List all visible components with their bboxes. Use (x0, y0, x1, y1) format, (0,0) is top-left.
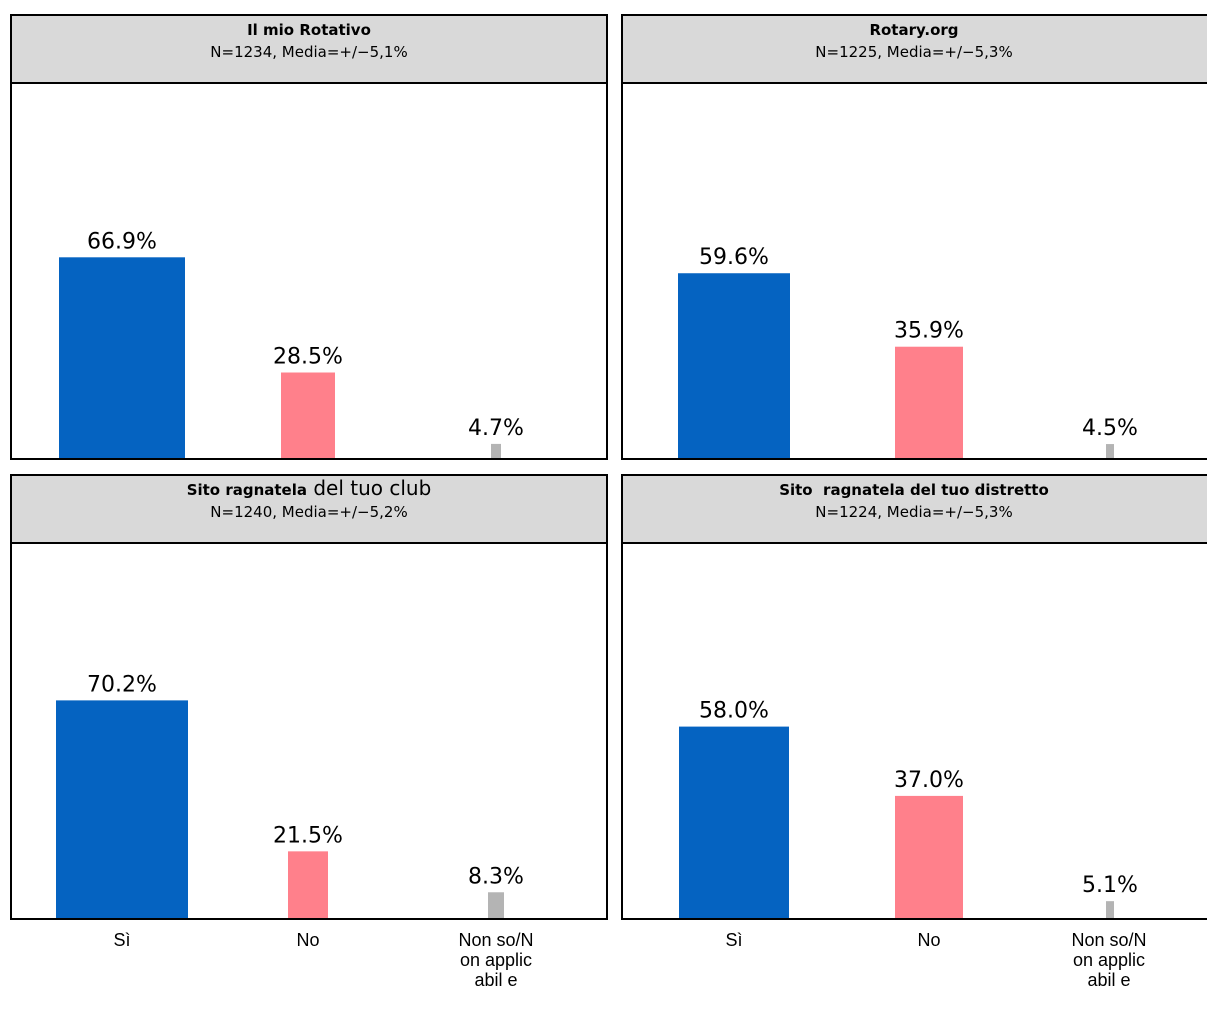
data-label-no: 37.0% (894, 768, 964, 793)
panel-subtitle: N=1224, Media=+/−5,3% (815, 503, 1013, 521)
data-label-non-so: 4.5% (1082, 416, 1138, 441)
x-tick-label-no: No (296, 930, 320, 950)
data-label-non-so: 8.3% (468, 864, 524, 889)
bar-non-so (488, 892, 504, 918)
chart-panel-rotary-org: Rotary.org N=1225, Media=+/−5,3% 59.6% 35… (621, 14, 1207, 460)
panel-title-bold: Sito ragnatela (186, 481, 307, 499)
data-label-si: 66.9% (87, 229, 157, 254)
chart-panel-sito-club: Sito ragnatela del tuo club N=1240, Medi… (10, 474, 608, 920)
plot-area: 70.2% 21.5% 8.3% (10, 542, 608, 920)
panel-header: Sito ragnatela del tuo distretto N=1224,… (621, 474, 1207, 544)
chart-panel-sito-distretto: Sito ragnatela del tuo distretto N=1224,… (621, 474, 1207, 920)
bar-si (678, 273, 790, 458)
data-label-no: 28.5% (273, 345, 343, 370)
bar-no (288, 851, 328, 918)
bar-non-so (491, 443, 501, 458)
panel-header: Rotary.org N=1225, Media=+/−5,3% (621, 14, 1207, 84)
bar-no (895, 795, 963, 918)
panel-title: Sito ragnatela del tuo club (12, 478, 606, 500)
panel-title: Il mio Rotativo (247, 21, 371, 39)
panel-title-rest: del tuo club (307, 476, 432, 500)
plot-area: 58.0% 37.0% 5.1% (621, 542, 1207, 920)
bar-chart-svg: 70.2% 21.5% 8.3% (56, 672, 524, 918)
bar-non-so (1106, 444, 1114, 458)
panel-subtitle: N=1240, Media=+/−5,2% (210, 503, 408, 521)
bar-chart-svg: 59.6% 35.9% 4.5% (678, 245, 1138, 458)
bar-non-so (1106, 901, 1114, 918)
panel-subtitle: N=1234, Media=+/−5,1% (210, 43, 408, 61)
data-label-non-so: 5.1% (1082, 873, 1138, 898)
data-label-non-so: 4.7% (468, 416, 524, 441)
bar-no (895, 346, 963, 458)
plot-area: 66.9% 28.5% 4.7% (10, 82, 608, 460)
x-tick-label-no: No (917, 930, 941, 950)
bar-si (679, 726, 789, 918)
panel-header: Il mio Rotativo N=1234, Media=+/−5,1% (10, 14, 608, 84)
bar-si (59, 257, 185, 458)
bar-chart-svg: 58.0% 37.0% 5.1% (679, 699, 1138, 918)
plot-area: 59.6% 35.9% 4.5% (621, 82, 1207, 460)
x-tick-label-si: Sì (725, 930, 743, 950)
data-label-si: 70.2% (87, 672, 157, 697)
x-tick-label-si: Sì (113, 930, 131, 950)
x-tick-label-non-so: Non so/Non applicabil e (458, 930, 534, 990)
panel-title: Rotary.org (869, 21, 959, 39)
chart-panel-il-mio-rotativo: Il mio Rotativo N=1234, Media=+/−5,1% 66… (10, 14, 608, 460)
data-label-no: 35.9% (894, 319, 964, 344)
x-axis-left: Sì No Non so/Non applicabil e (10, 930, 608, 1026)
panel-header: Sito ragnatela del tuo club N=1240, Medi… (10, 474, 608, 544)
bar-si (56, 700, 188, 918)
panel-title: Sito ragnatela del tuo distretto (779, 481, 1049, 499)
bar-no (281, 372, 335, 458)
x-axis-right: Sì No Non so/Non applicabil e (621, 930, 1207, 1026)
x-tick-label-non-so: Non so/Non applicabil e (1071, 930, 1147, 990)
panel-subtitle: N=1225, Media=+/−5,3% (815, 43, 1013, 61)
data-label-si: 58.0% (699, 699, 769, 724)
data-label-no: 21.5% (273, 823, 343, 848)
bar-chart-svg: 66.9% 28.5% 4.7% (59, 229, 524, 458)
data-label-si: 59.6% (699, 245, 769, 270)
